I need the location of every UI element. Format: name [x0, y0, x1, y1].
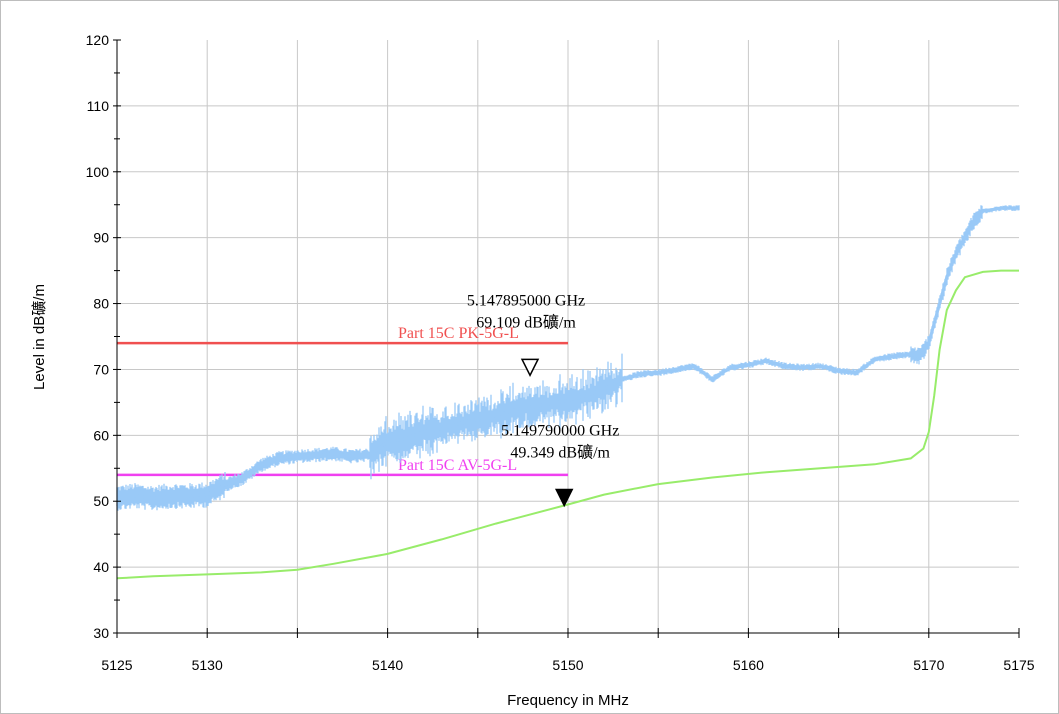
- y-tick-label: 80: [93, 296, 109, 312]
- x-tick-labels: 5125 5130 5140 5150 5160 5170 5175: [101, 657, 1034, 673]
- marker-frequency: 5.147895000 GHz: [467, 292, 585, 309]
- limit-line-label: Part 15C AV-5G-L: [398, 457, 517, 474]
- x-tick-label: 5130: [192, 657, 223, 673]
- y-axis-title: Level in dB礦/m: [31, 284, 48, 390]
- y-tick-label: 120: [86, 32, 110, 48]
- marker-frequency: 5.149790000 GHz: [501, 423, 619, 440]
- marker-level: 69.109 dB礦/m: [476, 313, 576, 331]
- grid: [117, 40, 1019, 633]
- markers: 5.147895000 GHz 69.109 dB礦/m 5.149790000 G…: [467, 292, 619, 508]
- x-tick-label: 5125: [101, 657, 132, 673]
- y-tick-label: 50: [93, 493, 109, 509]
- x-tick-label: 5140: [372, 657, 403, 673]
- y-tick-label: 40: [93, 559, 109, 575]
- marker-level: 49.349 dB礦/m: [510, 444, 610, 462]
- y-tick-label: 90: [93, 230, 109, 246]
- x-tick-label: 5170: [913, 657, 944, 673]
- limit-lines: Part 15C PK-5G-L Part 15C AV-5G-L: [117, 325, 568, 477]
- y-tick-labels: 30 40 50 60 70 80 90 100 110 120: [86, 32, 110, 641]
- x-tick-label: 5150: [552, 657, 583, 673]
- y-tick-label: 70: [93, 361, 109, 377]
- limit-line-label: Part 15C PK-5G-L: [398, 325, 519, 342]
- y-tick-label: 30: [93, 625, 109, 641]
- x-tick-label: 5175: [1003, 657, 1034, 673]
- marker-hollow-triangle: [520, 358, 540, 377]
- average-trace: [116, 269, 1019, 580]
- x-axis-title: Frequency in MHz: [507, 692, 629, 709]
- x-tick-label: 5160: [733, 657, 764, 673]
- marker-filled-triangle: [554, 488, 574, 508]
- y-tick-label: 110: [87, 98, 110, 114]
- y-tick-label: 60: [93, 427, 109, 443]
- axes: [113, 39, 1020, 638]
- average-trace-line: [116, 269, 1019, 580]
- peak-trace-line: [116, 206, 1019, 500]
- y-tick-label: 100: [86, 164, 110, 180]
